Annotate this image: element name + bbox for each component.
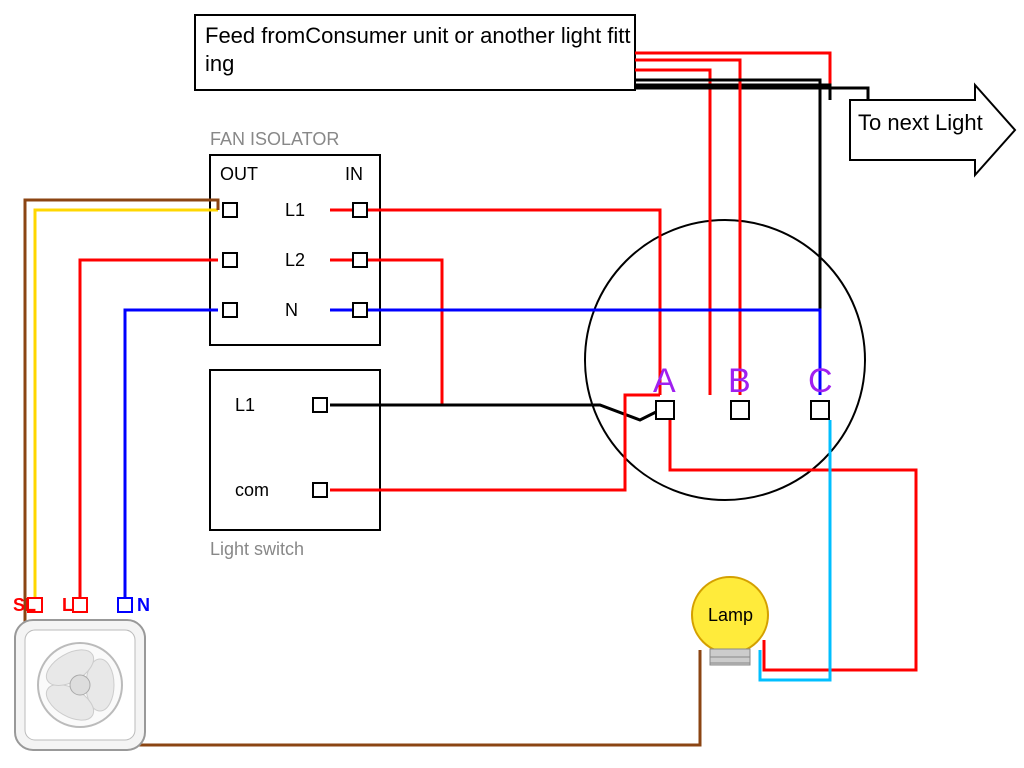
svg-text:L2: L2 [285, 250, 305, 270]
svg-text:L1: L1 [285, 200, 305, 220]
svg-text:N: N [137, 595, 150, 615]
svg-text:com: com [235, 480, 269, 500]
svg-text:B: B [728, 362, 751, 400]
svg-text:ing: ing [205, 51, 234, 76]
svg-text:Feed fromConsumer unit or anot: Feed fromConsumer unit or another light … [205, 23, 631, 48]
svg-text:IN: IN [345, 164, 363, 184]
svg-text:N: N [285, 300, 298, 320]
svg-text:L: L [62, 595, 73, 615]
svg-text:OUT: OUT [220, 164, 258, 184]
svg-text:Lamp: Lamp [708, 605, 753, 625]
svg-text:L1: L1 [235, 395, 255, 415]
svg-text:C: C [808, 362, 833, 400]
svg-text:SL: SL [13, 595, 36, 615]
svg-text:FAN ISOLATOR: FAN ISOLATOR [210, 129, 339, 149]
svg-text:To next Light: To next Light [858, 110, 983, 135]
svg-text:A: A [653, 362, 676, 400]
wiring-diagram: Feed fromConsumer unit or another light … [0, 0, 1024, 768]
svg-text:Light switch: Light switch [210, 539, 304, 559]
